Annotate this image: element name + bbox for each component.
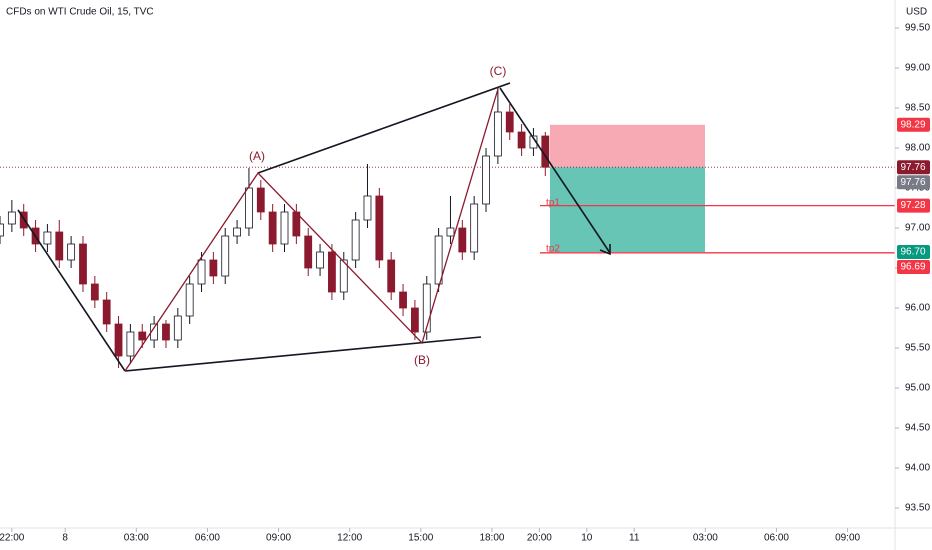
candle-body bbox=[470, 203, 479, 253]
y-tick-label: 99.50 bbox=[905, 23, 930, 34]
wave-label: (A) bbox=[249, 149, 265, 163]
x-tick-label: 06:00 bbox=[764, 533, 789, 544]
candle-body bbox=[90, 283, 99, 301]
candle-body bbox=[339, 259, 348, 293]
x-tick-label: 12:00 bbox=[337, 533, 362, 544]
candle-body bbox=[482, 155, 490, 205]
price-tag bbox=[897, 160, 930, 175]
y-tick-label: 94.50 bbox=[905, 423, 930, 434]
candle-body bbox=[114, 323, 123, 357]
candle-body bbox=[304, 235, 313, 269]
candle-body bbox=[256, 187, 265, 213]
x-tick-label: 20:00 bbox=[527, 533, 552, 544]
y-tick-label: 99.00 bbox=[905, 63, 930, 74]
price-tag bbox=[897, 245, 930, 259]
currency-label: USD bbox=[906, 7, 927, 18]
y-tick-label: 98.00 bbox=[905, 143, 930, 154]
candle-body bbox=[67, 243, 76, 261]
price-tag-label: 96.69 bbox=[900, 262, 925, 273]
y-tick-label: 96.00 bbox=[905, 303, 930, 314]
candle-body bbox=[505, 111, 514, 133]
candle-body bbox=[387, 259, 396, 293]
wave-label: (B) bbox=[414, 353, 430, 367]
candle-body bbox=[233, 227, 241, 237]
price-tag-label: 97.76 bbox=[900, 162, 925, 173]
x-tick-label: 03:00 bbox=[124, 533, 149, 544]
candle-body bbox=[493, 111, 502, 157]
price-tag bbox=[897, 260, 930, 274]
wave-label: (C) bbox=[490, 64, 507, 78]
candle-body bbox=[197, 259, 206, 285]
candle-body bbox=[173, 315, 182, 341]
candle-body bbox=[0, 223, 4, 237]
candle-body bbox=[328, 251, 336, 293]
x-tick-label: 10 bbox=[581, 533, 593, 544]
x-tick-label: 11 bbox=[629, 533, 640, 544]
candle-body bbox=[280, 211, 289, 245]
y-tick-label: 94.00 bbox=[905, 463, 930, 474]
y-tick-label: 95.00 bbox=[905, 383, 930, 394]
projection-arrow bbox=[499, 87, 611, 254]
price-tag-label: 98.29 bbox=[900, 119, 925, 130]
candle-body bbox=[102, 299, 111, 325]
candle-body bbox=[375, 195, 384, 261]
x-tick-label: 8 bbox=[62, 533, 68, 544]
price-tag bbox=[897, 198, 930, 213]
price-tag bbox=[897, 175, 930, 190]
price-tag-label: 96.70 bbox=[900, 247, 925, 258]
price-tag bbox=[897, 117, 930, 132]
candle-body bbox=[363, 195, 372, 221]
x-tick-label: 09:00 bbox=[835, 533, 860, 544]
x-tick-label: 06:00 bbox=[195, 533, 220, 544]
price-tag-label: 97.28 bbox=[900, 200, 925, 211]
candle-body bbox=[138, 331, 147, 341]
trend-line bbox=[17, 209, 126, 372]
x-tick-label: 03:00 bbox=[693, 533, 718, 544]
x-tick-label: 15:00 bbox=[408, 533, 433, 544]
candle-body bbox=[43, 231, 52, 245]
candle-body bbox=[399, 291, 407, 309]
x-tick-label: 18:00 bbox=[479, 533, 504, 544]
candle-body bbox=[268, 211, 277, 245]
price-tag-label: 97.76 bbox=[900, 177, 925, 188]
candle-body bbox=[446, 227, 455, 237]
candle-body bbox=[245, 187, 253, 229]
chart-title: CFDs on WTI Crude Oil, 15, TVC bbox=[6, 7, 154, 18]
target-label: tp2 bbox=[546, 244, 560, 255]
candle-body bbox=[517, 131, 526, 149]
candle-body bbox=[351, 219, 360, 261]
candle-body bbox=[55, 231, 64, 261]
candle-body bbox=[458, 227, 467, 253]
candle-body bbox=[221, 235, 230, 277]
trend-line bbox=[257, 82, 511, 174]
stop-zone bbox=[550, 124, 705, 168]
x-tick-label: 09:00 bbox=[266, 533, 291, 544]
arrow-head bbox=[599, 244, 611, 256]
drawings bbox=[17, 82, 611, 372]
target-zone bbox=[550, 167, 705, 252]
x-tick-label: 22:00 bbox=[0, 533, 25, 544]
candle-body bbox=[422, 283, 431, 333]
candle-body bbox=[209, 259, 218, 277]
y-tick-label: 95.50 bbox=[905, 343, 930, 354]
plot-area bbox=[0, 88, 895, 368]
candle-body bbox=[316, 251, 324, 269]
y-tick-label: 98.50 bbox=[905, 103, 930, 114]
y-tick-label: 93.50 bbox=[905, 503, 930, 514]
candle-body bbox=[434, 235, 443, 285]
candle-body bbox=[7, 211, 16, 225]
target-label: tp1 bbox=[546, 198, 560, 209]
candle-body bbox=[185, 283, 194, 317]
candle-body bbox=[411, 307, 419, 333]
y-tick-label: 97.00 bbox=[905, 223, 930, 234]
candle-body bbox=[126, 331, 135, 357]
candle-body bbox=[162, 323, 170, 341]
wave-line bbox=[124, 88, 499, 372]
candle-body bbox=[79, 243, 87, 285]
